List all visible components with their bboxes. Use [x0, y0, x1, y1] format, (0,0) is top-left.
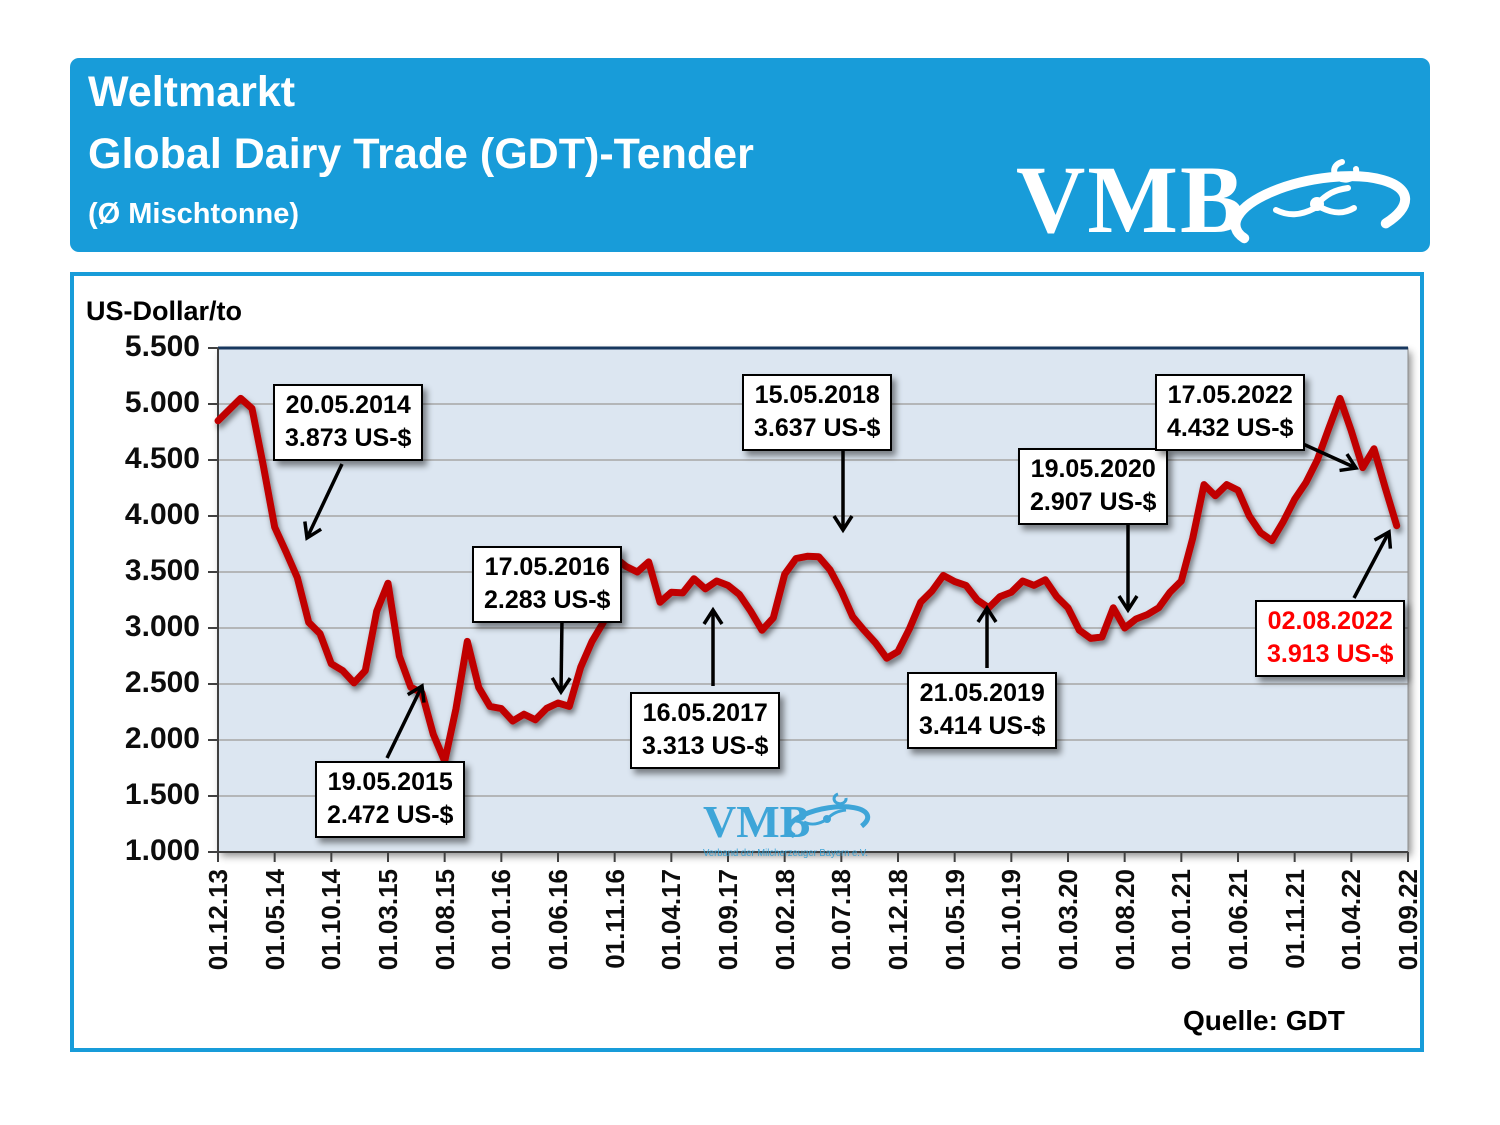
- vmb-logo-swirl-icon: [1230, 159, 1411, 244]
- x-axis-label: 01.05.19: [939, 869, 970, 971]
- annotation-box: 19.05.2020 2.907 US-$: [1018, 448, 1169, 525]
- y-axis-label: 1.000: [124, 834, 200, 867]
- annotation-date: 17.05.2022: [1167, 381, 1293, 409]
- annotation-value: 2.907 US-$: [1030, 487, 1157, 516]
- annotation-value: 4.432 US-$: [1167, 413, 1294, 442]
- annotation-arrow: [303, 463, 344, 541]
- x-axis-label: 01.03.20: [1053, 869, 1083, 971]
- annotation-arrow: [1302, 442, 1359, 473]
- annotation-date: 17.05.2016: [484, 553, 610, 581]
- annotation-value: 2.283 US-$: [484, 585, 611, 614]
- annotation-box: 16.05.2017 3.313 US-$: [630, 692, 781, 769]
- x-axis-label: 01.11.16: [599, 869, 630, 969]
- x-axis-label: 01.07.18: [826, 869, 857, 971]
- x-axis-label: 01.02.18: [769, 869, 800, 971]
- annotation-box: 21.05.2019 3.414 US-$: [907, 672, 1058, 749]
- annotation-arrow: [385, 683, 426, 759]
- y-axis-label: 3.000: [124, 610, 200, 643]
- annotation-value: 3.913 US-$: [1267, 639, 1394, 668]
- annotation-value: 3.873 US-$: [285, 423, 412, 452]
- annotation-box: 17.05.2022 4.432 US-$: [1155, 374, 1306, 451]
- annotation-value: 2.472 US-$: [327, 800, 454, 829]
- annotation-arrow: [1352, 529, 1393, 599]
- vmb-logo: VMB: [1016, 148, 1411, 252]
- vmb-watermark-caption: Verband der Milcherzeuger Bayern e.V.: [703, 848, 868, 859]
- x-axis-label: 01.04.17: [656, 869, 687, 971]
- y-axis-label: 5.500: [124, 330, 200, 363]
- y-axis-label: 2.500: [124, 666, 200, 699]
- annotation-date: 15.05.2018: [754, 381, 880, 409]
- annotation-date: 20.05.2014: [285, 391, 411, 419]
- y-axis-label: 5.000: [124, 386, 200, 419]
- annotation-box: 20.05.2014 3.873 US-$: [273, 384, 424, 461]
- y-axis-label: 4.500: [124, 442, 200, 475]
- x-axis-label: 01.12.13: [203, 869, 233, 971]
- annotation-date: 19.05.2020: [1030, 455, 1156, 483]
- x-axis-label: 01.10.19: [996, 869, 1027, 971]
- vmb-watermark-swirl-icon: [786, 792, 871, 839]
- x-axis-label: 01.01.16: [486, 869, 517, 971]
- x-axis-label: 01.09.22: [1393, 869, 1423, 971]
- x-axis-label: 01.08.15: [429, 869, 460, 971]
- x-axis-label: 01.05.14: [259, 869, 290, 971]
- chart-container: US-Dollar/to VMB Verband der Milcherzeuge…: [70, 272, 1424, 1052]
- x-axis-label: 01.10.14: [316, 869, 347, 971]
- source-label: Quelle: GDT: [1183, 1005, 1345, 1036]
- annotation-box: 17.05.2016 2.283 US-$: [472, 546, 623, 623]
- y-axis-label: 3.500: [124, 554, 200, 587]
- x-axis-label: 01.12.18: [883, 869, 913, 971]
- header-band: Weltmarkt Global Dairy Trade (GDT)-Tende…: [70, 58, 1430, 252]
- annotation-date: 16.05.2017: [642, 699, 768, 727]
- x-axis-label: 01.08.20: [1109, 869, 1140, 971]
- annotation-value: 3.414 US-$: [919, 711, 1046, 740]
- page-title: Weltmarkt: [88, 68, 296, 116]
- annotation-value: 3.637 US-$: [754, 413, 881, 442]
- page-subtitle: Global Dairy Trade (GDT)-Tender: [88, 130, 754, 178]
- y-axis-label: 1.500: [124, 778, 200, 811]
- annotation-date: 21.05.2019: [919, 679, 1045, 707]
- x-axis-label: 01.01.21: [1166, 869, 1197, 971]
- vmb-logo-text: VMB: [1016, 148, 1246, 252]
- annotation-box: 19.05.2015 2.472 US-$: [315, 761, 466, 838]
- x-axis-label: 01.03.15: [373, 869, 403, 971]
- annotation-date: 19.05.2015: [327, 768, 453, 796]
- x-axis-label: 01.04.22: [1336, 869, 1367, 971]
- x-axis-label: 01.11.21: [1279, 869, 1310, 969]
- annotation-date: 02.08.2022: [1267, 607, 1393, 635]
- x-axis-label: 01.06.16: [543, 869, 573, 971]
- annotation-arrow: [550, 617, 572, 696]
- y-axis-label: 2.000: [124, 722, 200, 755]
- y-axis-label: 4.000: [124, 498, 200, 531]
- x-axis-label: 01.06.21: [1223, 869, 1253, 971]
- annotation-value: 3.313 US-$: [642, 731, 769, 760]
- y-axis-title: US-Dollar/to: [86, 296, 243, 326]
- annotation-box: 02.08.2022 3.913 US-$: [1255, 600, 1406, 677]
- page-subtitle-unit: (Ø Mischtonne): [88, 198, 300, 230]
- annotation-box: 15.05.2018 3.637 US-$: [742, 374, 893, 451]
- x-axis-label: 01.09.17: [713, 869, 743, 971]
